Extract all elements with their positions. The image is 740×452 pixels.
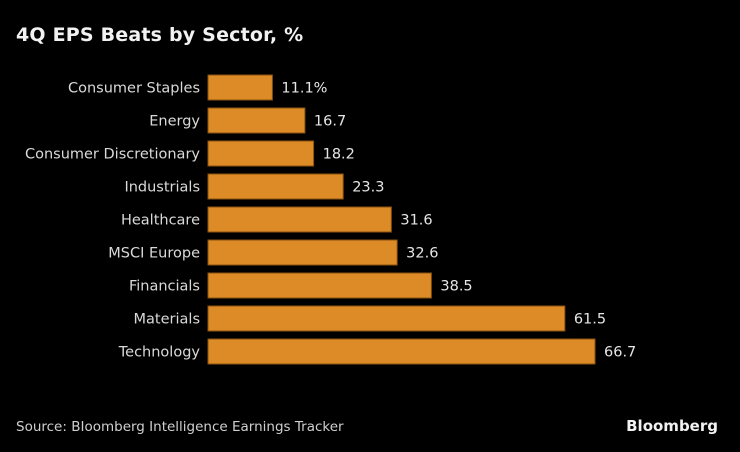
- value-label: 11.1%: [281, 81, 327, 97]
- category-label: Healthcare: [121, 213, 200, 229]
- value-label: 66.7: [604, 345, 636, 361]
- category-label: Materials: [134, 312, 200, 328]
- category-label: Energy: [149, 114, 200, 130]
- category-label: MSCI Europe: [108, 246, 200, 262]
- bloomberg-logo: Bloomberg: [626, 417, 718, 435]
- category-labels: Consumer Staples Energy Consumer Discretio…: [25, 81, 200, 361]
- bar: [207, 338, 596, 365]
- bar: [207, 305, 566, 332]
- bar: [207, 107, 306, 134]
- value-label: 61.5: [574, 312, 606, 328]
- value-label: 18.2: [323, 147, 355, 163]
- chart-title: 4Q EPS Beats by Sector, %: [16, 24, 304, 46]
- bar: [207, 74, 273, 101]
- bar: [207, 239, 398, 266]
- category-label: Financials: [129, 279, 200, 295]
- value-labels: 11.1% 16.7 18.2 23.3 31.6 32.6 38.5 61.5 66.7: [281, 81, 636, 361]
- category-label: Consumer Staples: [68, 81, 200, 97]
- value-label: 16.7: [314, 114, 346, 130]
- bar: [207, 272, 432, 299]
- bars: [207, 74, 596, 365]
- category-label: Consumer Discretionary: [25, 147, 200, 163]
- value-label: 31.6: [400, 213, 432, 229]
- category-label: Technology: [118, 345, 201, 361]
- bar: [207, 173, 344, 200]
- value-label: 32.6: [406, 246, 438, 262]
- bar: [207, 206, 392, 233]
- bar-chart: Consumer Staples Energy Consumer Discretio…: [25, 74, 636, 365]
- value-label: 23.3: [352, 180, 384, 196]
- source-note: Source: BIoomberg Intelligence Earnings …: [16, 419, 344, 435]
- value-label: 38.5: [440, 279, 472, 295]
- category-label: Industrials: [124, 180, 200, 196]
- bar: [207, 140, 315, 167]
